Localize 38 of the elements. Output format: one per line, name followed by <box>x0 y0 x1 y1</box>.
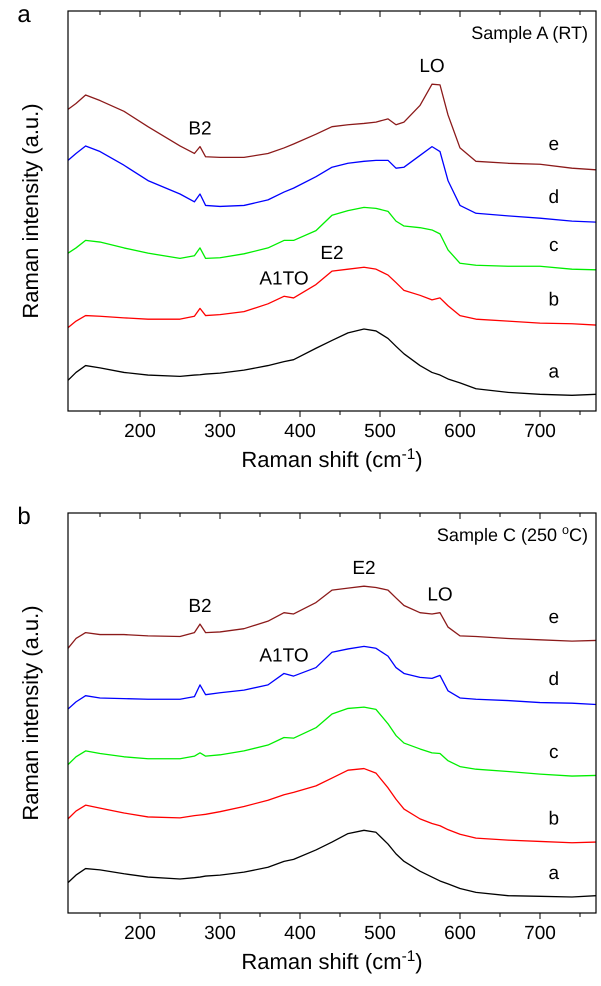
y-axis-title: Raman intensity (a.u.) <box>18 605 43 821</box>
x-tick-label: 600 <box>444 923 476 944</box>
series-label: b <box>548 808 560 830</box>
annotation: E2 <box>320 243 344 264</box>
series-label: d <box>548 669 560 690</box>
chart-subtitle: Sample C (250 $^{o}$C) <box>436 523 588 545</box>
chart-subtitle: Sample A (RT) <box>471 23 588 43</box>
annotation: B2 <box>188 596 212 618</box>
x-tick-label: 500 <box>364 923 396 944</box>
x-tick-label: 700 <box>524 421 556 442</box>
x-axis-title: Raman shift (cm$^{-1}$) <box>241 446 423 472</box>
annotation: A1TO <box>259 268 309 290</box>
y-axis-title: Raman intensity (a.u.) <box>18 103 43 319</box>
series-label: c <box>549 235 559 256</box>
series-label: e <box>548 607 560 628</box>
x-tick-label: 400 <box>284 421 316 442</box>
x-tick-label: 500 <box>364 421 396 442</box>
series-label: d <box>548 187 560 208</box>
chart-title: b <box>17 503 31 530</box>
x-tick-label: 300 <box>204 421 236 442</box>
annotation: B2 <box>188 118 212 140</box>
series-label: e <box>548 134 560 156</box>
series-label: c <box>549 742 559 764</box>
chart-title: a <box>17 1 32 28</box>
series-label: b <box>548 290 560 311</box>
x-tick-label: 200 <box>124 421 156 442</box>
x-axis-title: Raman shift (cm$^{-1}$) <box>241 948 423 974</box>
annotation: LO <box>427 584 453 606</box>
x-tick-label: 400 <box>284 923 316 944</box>
x-tick-label: 200 <box>124 923 156 944</box>
x-tick-label: 700 <box>524 923 556 944</box>
annotation: LO <box>419 56 445 78</box>
annotation: E2 <box>352 558 376 580</box>
annotation: A1TO <box>259 645 309 666</box>
x-tick-label: 600 <box>444 421 476 442</box>
x-tick-label: 300 <box>204 923 236 944</box>
series-label: a <box>548 361 560 382</box>
series-label: a <box>548 862 560 884</box>
